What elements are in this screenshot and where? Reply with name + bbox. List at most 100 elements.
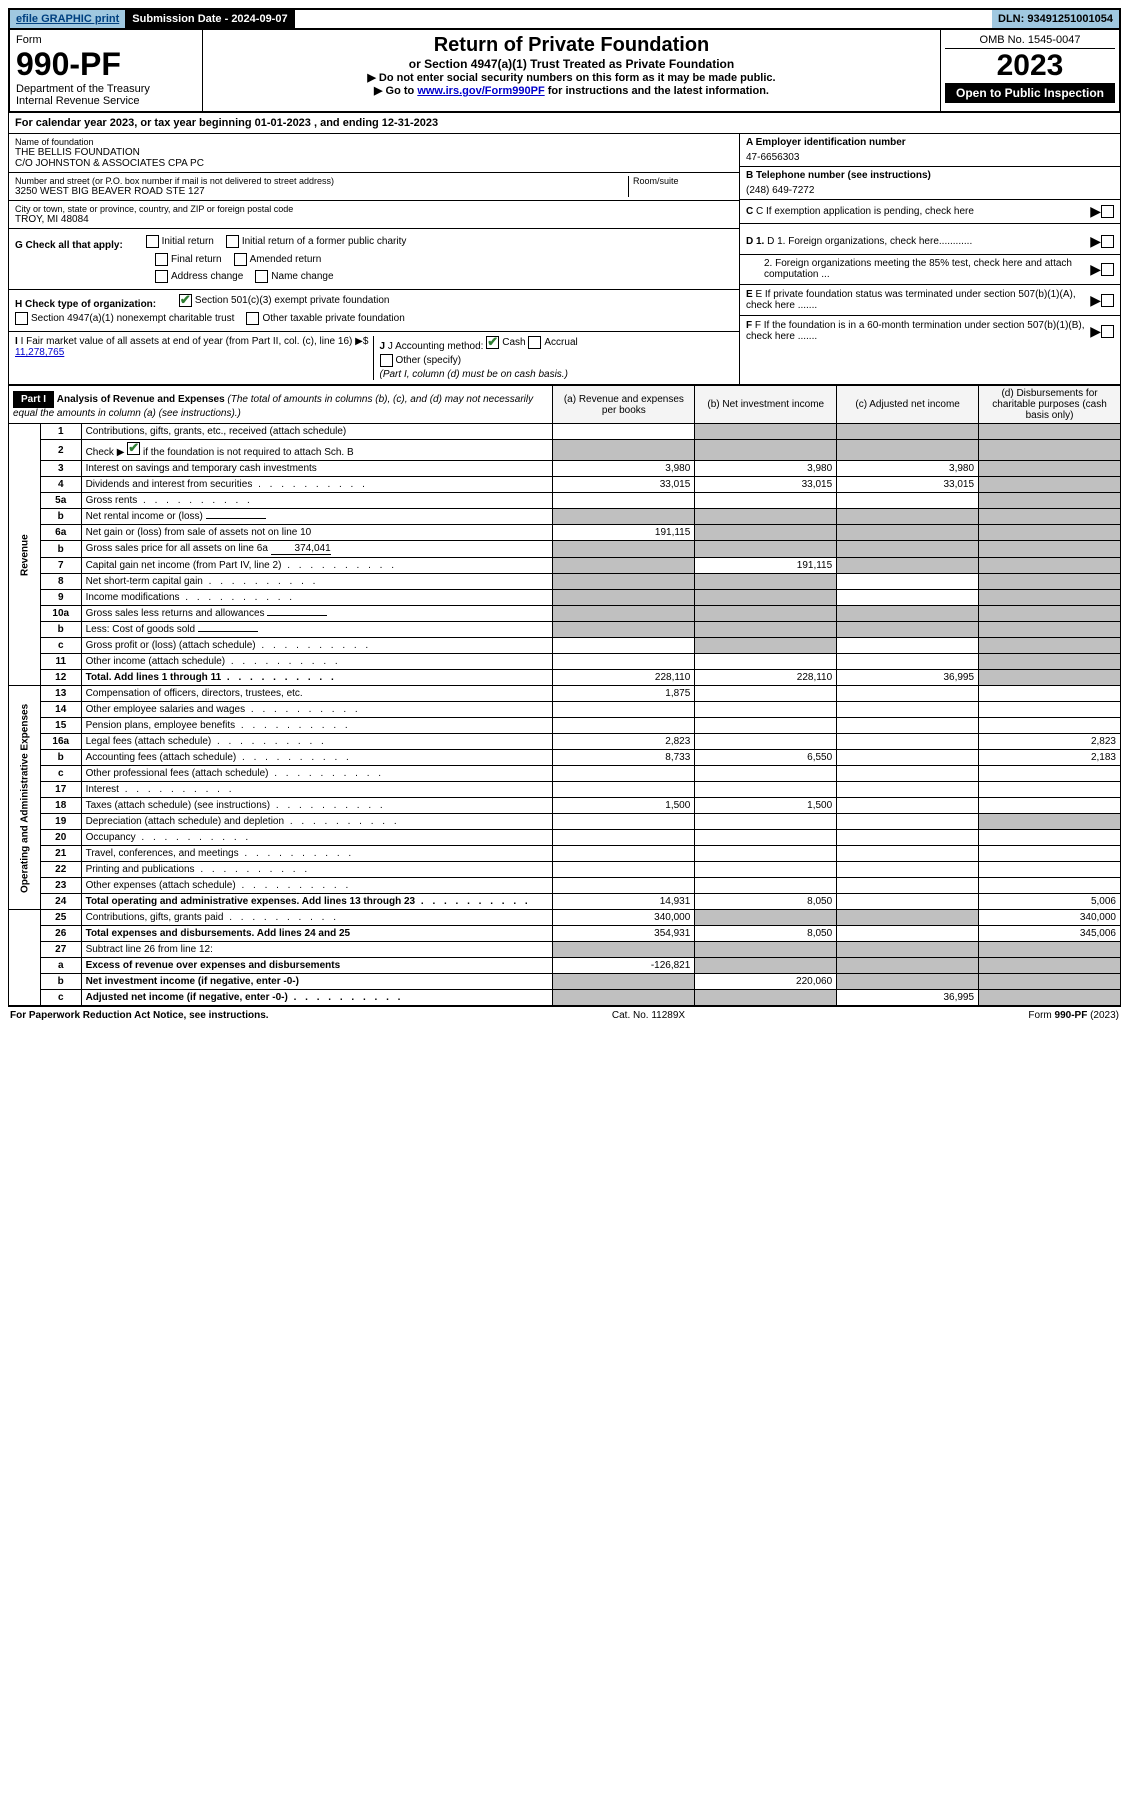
line-num: 14 (40, 702, 81, 718)
f-label: F F If the foundation is in a 60-month t… (746, 320, 1090, 342)
g-name-change-checkbox[interactable] (255, 270, 268, 283)
line6b-val: 374,041 (271, 543, 331, 555)
d2-checkbox[interactable] (1101, 263, 1114, 276)
line-desc: Other expenses (attach schedule) (81, 878, 553, 894)
g-section: G Check all that apply: Initial return I… (9, 229, 739, 290)
line-num: 11 (40, 654, 81, 670)
g-label: G Check all that apply: (15, 240, 123, 251)
form-subtitle: or Section 4947(a)(1) Trust Treated as P… (211, 57, 932, 71)
g-amended-checkbox[interactable] (234, 253, 247, 266)
amt-cell: 33,015 (553, 477, 695, 493)
j-label: J Accounting method: (388, 341, 484, 352)
line-desc: Printing and publications (81, 862, 553, 878)
c-exemption-label: C C If exemption application is pending,… (746, 206, 1090, 217)
col-c-header: (c) Adjusted net income (837, 386, 979, 424)
calendar-year-row: For calendar year 2023, or tax year begi… (8, 113, 1121, 134)
amt-cell: 5,006 (979, 894, 1121, 910)
h-section: H Check type of organization: Section 50… (9, 290, 739, 332)
g-final-label: Final return (171, 254, 222, 265)
name-label: Name of foundation (15, 137, 733, 147)
ij-section: I I Fair market value of all assets at e… (9, 332, 739, 384)
amt-cell: 3,980 (837, 461, 979, 477)
instr-ssn: ▶ Do not enter social security numbers o… (211, 71, 932, 84)
amt-cell: 2,823 (553, 734, 695, 750)
i-fmv-value[interactable]: 11,278,765 (15, 347, 64, 358)
line-num: 22 (40, 862, 81, 878)
line-num: 23 (40, 878, 81, 894)
line-num: b (40, 509, 81, 525)
foundation-name1: THE BELLIS FOUNDATION (15, 147, 733, 158)
line-num: 12 (40, 670, 81, 686)
dln-label: DLN: 93491251001054 (992, 10, 1119, 28)
form990pf-link[interactable]: www.irs.gov/Form990PF (417, 85, 544, 97)
analysis-table: Part I Analysis of Revenue and Expenses … (8, 385, 1121, 1006)
line-desc: Travel, conferences, and meetings (81, 846, 553, 862)
line-num: 5a (40, 493, 81, 509)
j-cash-checkbox[interactable] (486, 336, 499, 349)
line-num: 19 (40, 814, 81, 830)
g-initial-label: Initial return (162, 236, 214, 247)
instr2-post: for instructions and the latest informat… (545, 85, 769, 97)
line-desc: Net short-term capital gain (81, 574, 553, 590)
line-desc: Legal fees (attach schedule) (81, 734, 553, 750)
h-other-checkbox[interactable] (246, 312, 259, 325)
j-note: (Part I, column (d) must be on cash basi… (380, 369, 734, 380)
amt-cell: 340,000 (979, 910, 1121, 926)
line-num: 21 (40, 846, 81, 862)
amt-cell: 191,115 (553, 525, 695, 541)
schb-checkbox[interactable] (127, 442, 140, 455)
instr-link-row: ▶ Go to www.irs.gov/Form990PF for instru… (211, 84, 932, 97)
c-checkbox[interactable] (1101, 205, 1114, 218)
d1-checkbox[interactable] (1101, 235, 1114, 248)
amt-cell: 8,050 (695, 894, 837, 910)
line-num: b (40, 622, 81, 638)
line-desc: Gross sales less returns and allowances (81, 606, 553, 622)
j-cash-label: Cash (502, 337, 525, 348)
line-desc: Other professional fees (attach schedule… (81, 766, 553, 782)
arrow-icon: ▶ (1090, 323, 1101, 340)
line-num: 2 (40, 440, 81, 461)
part1-badge: Part I (13, 391, 54, 408)
amt-cell: 3,980 (695, 461, 837, 477)
g-addr-change-checkbox[interactable] (155, 270, 168, 283)
line-desc: Occupancy (81, 830, 553, 846)
amt-cell: 8,733 (553, 750, 695, 766)
d1-label: D 1. D 1. Foreign organizations, check h… (746, 236, 1090, 247)
f-checkbox[interactable] (1101, 325, 1114, 338)
h-4947-checkbox[interactable] (15, 312, 28, 325)
line-desc: Capital gain net income (from Part IV, l… (81, 558, 553, 574)
foundation-info: Name of foundation THE BELLIS FOUNDATION… (8, 134, 1121, 229)
line-desc: Interest (81, 782, 553, 798)
line-desc: Total expenses and disbursements. Add li… (81, 926, 553, 942)
amt-cell: -126,821 (553, 958, 695, 974)
foundation-city: TROY, MI 48084 (15, 214, 733, 225)
line-num: 8 (40, 574, 81, 590)
line-num: 18 (40, 798, 81, 814)
foundation-name2: C/O JOHNSTON & ASSOCIATES CPA PC (15, 158, 733, 169)
instr2-pre: ▶ Go to (374, 85, 417, 97)
g-initial-checkbox[interactable] (146, 235, 159, 248)
e-checkbox[interactable] (1101, 294, 1114, 307)
j-other-checkbox[interactable] (380, 354, 393, 367)
form-title: Return of Private Foundation (211, 34, 932, 57)
h-501c3-checkbox[interactable] (179, 294, 192, 307)
amt-cell: 354,931 (553, 926, 695, 942)
line-desc: Accounting fees (attach schedule) (81, 750, 553, 766)
efile-print-link[interactable]: efile GRAPHIC print (10, 10, 126, 28)
j-accrual-checkbox[interactable] (528, 336, 541, 349)
line-num: 20 (40, 830, 81, 846)
line-desc: Pension plans, employee benefits (81, 718, 553, 734)
line-desc: Other employee salaries and wages (81, 702, 553, 718)
submission-date: Submission Date - 2024-09-07 (126, 10, 294, 28)
g-initial-former-checkbox[interactable] (226, 235, 239, 248)
line-num: b (40, 541, 81, 558)
line-desc: Contributions, gifts, grants, etc., rece… (81, 424, 553, 440)
line-num: b (40, 750, 81, 766)
g-final-checkbox[interactable] (155, 253, 168, 266)
d2-label: 2. Foreign organizations meeting the 85%… (746, 258, 1090, 280)
cat-no: Cat. No. 11289X (612, 1010, 685, 1021)
line-num: 17 (40, 782, 81, 798)
line-num: 25 (40, 910, 81, 926)
room-label: Room/suite (633, 176, 733, 186)
j-other-label: Other (specify) (396, 355, 462, 366)
